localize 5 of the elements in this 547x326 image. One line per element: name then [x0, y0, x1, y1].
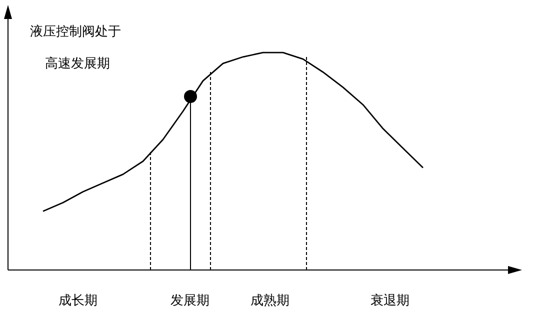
text: 液压控制阀处于高速发展期 — [30, 24, 121, 72]
text: 发展期 — [170, 293, 210, 308]
text: 成熟期 — [250, 293, 290, 308]
text: 衰退期 — [370, 292, 410, 308]
text: 成长期 — [58, 293, 98, 308]
